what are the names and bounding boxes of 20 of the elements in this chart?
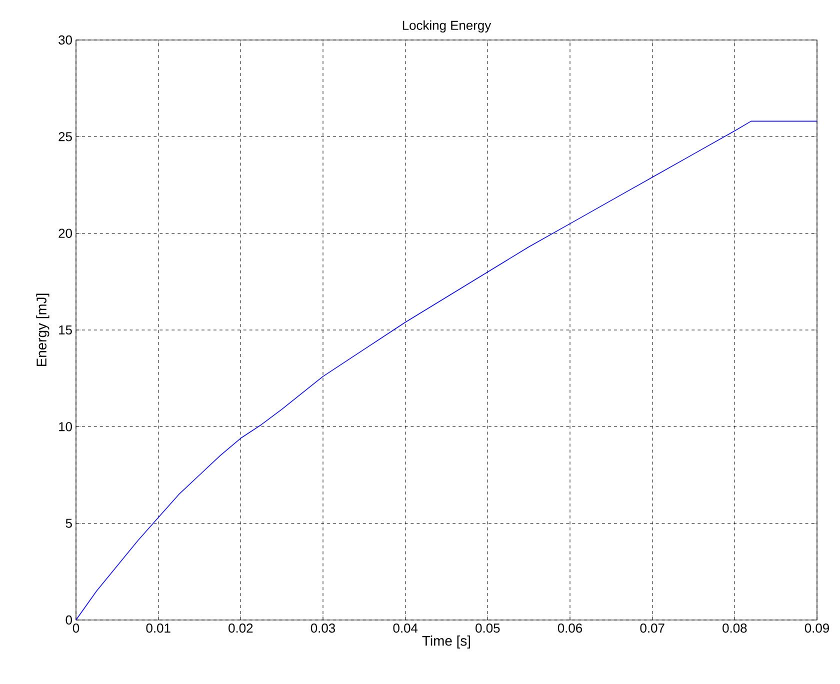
y-tick-label: 20 — [58, 228, 72, 238]
x-tick-label: 0.09 — [804, 624, 829, 633]
x-tick-label: 0 — [72, 624, 80, 633]
x-axis-title: Time [s] — [422, 636, 470, 649]
y-tick-label: 15 — [59, 325, 72, 335]
y-tick-label: 30 — [58, 35, 72, 45]
x-tick-label: 0.07 — [640, 624, 664, 633]
y-axis-title: Energy [mJ] — [36, 294, 50, 366]
x-tick-label: 0.08 — [722, 624, 747, 633]
y-tick-label: 10 — [59, 422, 72, 432]
y-tick-label: 25 — [58, 132, 72, 142]
x-tick-label: 0.05 — [476, 624, 500, 633]
x-tick-label: 0.01 — [146, 624, 170, 633]
x-tick-label: 0.04 — [393, 624, 418, 633]
x-tick-label: 0.06 — [558, 624, 582, 633]
y-tick-label: 5 — [66, 518, 72, 528]
chart-title: Locking Energy — [402, 20, 492, 32]
x-tick-label: 0.02 — [228, 624, 253, 633]
x-tick-label: 0.03 — [310, 624, 336, 633]
y-tick-label: 0 — [66, 615, 72, 625]
